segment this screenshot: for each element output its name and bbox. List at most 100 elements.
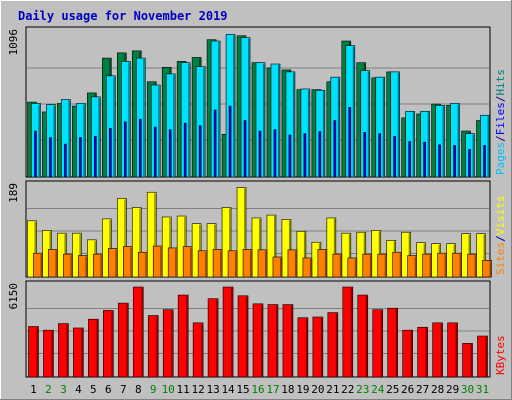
bar-shadow bbox=[275, 305, 278, 377]
bar-shadow bbox=[290, 305, 293, 377]
bar-sites bbox=[452, 252, 462, 278]
bar-shadow bbox=[444, 254, 447, 277]
bar-visits bbox=[27, 220, 37, 278]
bar-pages bbox=[453, 145, 456, 178]
bar-shadow bbox=[36, 327, 38, 377]
bar-sites bbox=[137, 251, 148, 278]
bar-pages bbox=[243, 120, 247, 178]
bar-shadow bbox=[233, 35, 235, 178]
bar-shadow bbox=[34, 221, 36, 277]
bar-kbytes bbox=[447, 322, 458, 378]
bar-kbytes bbox=[117, 302, 129, 378]
bar-shadow bbox=[85, 256, 87, 277]
bar-pages bbox=[153, 126, 157, 178]
bar-pages bbox=[168, 129, 172, 178]
bar-kbytes bbox=[177, 294, 189, 378]
day-label: 7 bbox=[120, 383, 127, 396]
bar-shadow bbox=[485, 337, 488, 377]
bar-visits bbox=[102, 218, 112, 278]
bar-shadow bbox=[171, 310, 173, 377]
bar-shadow bbox=[139, 208, 141, 277]
bar-sites bbox=[33, 252, 43, 278]
bar-visits bbox=[266, 214, 277, 278]
bar-shadow bbox=[128, 62, 130, 177]
legend-entry: / bbox=[494, 96, 507, 103]
legend-entry: Files bbox=[494, 102, 507, 135]
bar-pages bbox=[258, 130, 262, 178]
bar-sites bbox=[122, 246, 133, 278]
bar-shadow bbox=[246, 296, 248, 377]
day-label: 2 bbox=[45, 383, 52, 396]
bar-sites bbox=[257, 249, 268, 278]
bar-shadow bbox=[320, 318, 323, 377]
bar-sites bbox=[242, 249, 253, 278]
bar-kbytes bbox=[88, 318, 99, 378]
bar-visits bbox=[251, 217, 262, 278]
bar-shadow bbox=[231, 288, 233, 377]
bar-shadow bbox=[70, 255, 72, 277]
bar-shadow bbox=[265, 250, 267, 277]
bar-shadow bbox=[220, 250, 222, 277]
bar-pages bbox=[94, 135, 97, 178]
bar-sites bbox=[182, 246, 193, 278]
day-label: 31 bbox=[476, 383, 489, 396]
day-label: 21 bbox=[326, 383, 339, 396]
bar-pages bbox=[288, 134, 292, 178]
chart-title: Daily usage for November 2019 bbox=[18, 9, 228, 23]
bar-pages bbox=[408, 141, 411, 178]
bar-sites bbox=[197, 250, 208, 278]
bar-pages bbox=[438, 144, 441, 178]
bar-pages bbox=[79, 137, 82, 178]
bar-kbytes bbox=[282, 304, 294, 378]
day-label: 14 bbox=[221, 383, 235, 396]
bar-kbytes bbox=[387, 307, 399, 378]
bar-shadow bbox=[414, 256, 417, 277]
bar-shadow bbox=[348, 234, 351, 277]
day-label: 23 bbox=[356, 383, 369, 396]
bar-shadow bbox=[322, 91, 325, 177]
day-label: 24 bbox=[371, 383, 385, 396]
bar-sites bbox=[347, 257, 358, 278]
bar-shadow bbox=[156, 316, 158, 377]
day-label: 10 bbox=[162, 383, 175, 396]
bar-shadow bbox=[384, 255, 387, 277]
bar-shadow bbox=[160, 247, 162, 277]
bar-kbytes bbox=[237, 295, 249, 378]
bar-pages bbox=[228, 105, 232, 178]
bar-shadow bbox=[412, 112, 415, 177]
bar-shadow bbox=[410, 331, 413, 377]
day-label: 13 bbox=[206, 383, 219, 396]
day-label: 27 bbox=[416, 383, 429, 396]
bar-shadow bbox=[369, 255, 372, 277]
bar-visits bbox=[221, 207, 232, 278]
bar-visits bbox=[326, 217, 337, 278]
day-label: 20 bbox=[311, 383, 324, 396]
bar-kbytes bbox=[73, 327, 84, 378]
day-label: 12 bbox=[192, 383, 205, 396]
bar-shadow bbox=[83, 104, 85, 177]
bar-pages bbox=[423, 141, 426, 178]
bar-shadow bbox=[425, 328, 428, 377]
panel-visits_sites: 189 Sites/Visits bbox=[7, 180, 507, 278]
bar-shadow bbox=[273, 216, 276, 277]
day-label: 6 bbox=[105, 383, 112, 396]
bar-kbytes bbox=[417, 326, 428, 378]
bar-pages bbox=[393, 135, 397, 178]
bar-shadow bbox=[173, 74, 175, 177]
bar-shadow bbox=[205, 251, 207, 277]
bar-sites bbox=[437, 252, 447, 278]
bar-kbytes bbox=[147, 315, 159, 378]
bar-shadow bbox=[427, 112, 430, 177]
bar-kbytes bbox=[103, 310, 114, 378]
bar-sites bbox=[377, 253, 388, 278]
bar-shadow bbox=[143, 59, 145, 177]
day-label: 22 bbox=[341, 383, 354, 396]
bar-kbytes bbox=[297, 317, 309, 378]
bar-shadow bbox=[408, 233, 411, 277]
bar-shadow bbox=[113, 76, 115, 177]
day-axis-labels: 1 2 3 4 5 6 7 8 9 10 11 12 13 14 15 16 17 18 19 20 21 22 23 24 2… bbox=[30, 383, 489, 396]
bar-shadow bbox=[53, 105, 55, 177]
bar-pages bbox=[34, 130, 37, 178]
bar-shadow bbox=[350, 288, 353, 377]
bar-shadow bbox=[324, 250, 327, 277]
